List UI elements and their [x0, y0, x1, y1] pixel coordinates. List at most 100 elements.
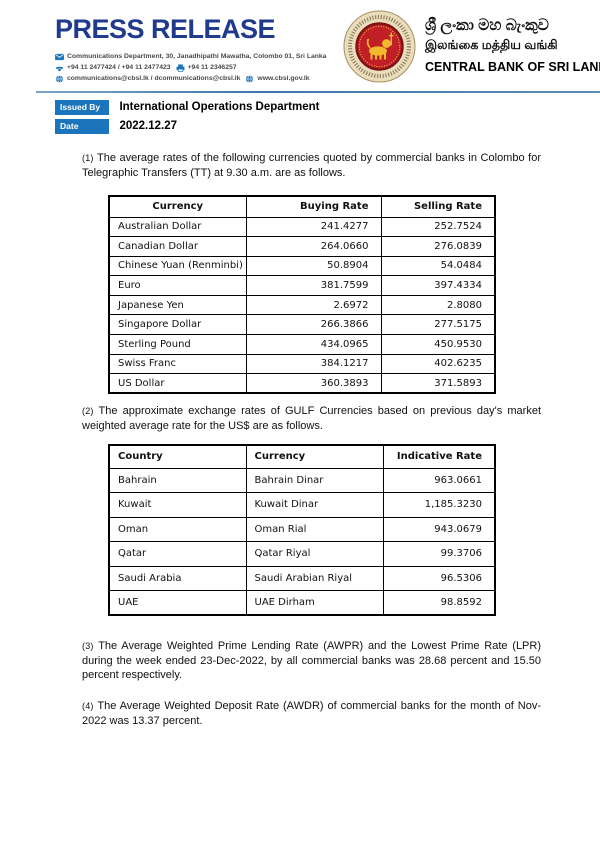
- indicative-rate: 98.8592: [382, 590, 496, 616]
- tt-header-buying-rate: Buying Rate: [245, 195, 382, 218]
- selling-rate: 277.5175: [380, 314, 496, 336]
- table-row: Swiss Franc 384.1217 402.6235: [108, 353, 496, 375]
- currency-name: Chinese Yuan (Renminbi): [108, 255, 247, 277]
- indicative-rate: 943.0679: [382, 516, 496, 542]
- currency-name: UAE Dirham: [245, 590, 384, 616]
- issued-by-row: Issued By International Operations Depar…: [55, 100, 319, 116]
- table-row: US Dollar 360.3893 371.5893: [108, 373, 496, 394]
- email-addresses: communications@cbsl.lk / dcommunications…: [67, 75, 241, 82]
- buying-rate: 241.4277: [245, 216, 382, 238]
- email-line: communications@cbsl.lk / dcommunications…: [55, 74, 326, 84]
- table-row: Kuwait Kuwait Dinar 1,185.3230: [108, 492, 496, 518]
- currency-name: Oman Rial: [245, 516, 384, 542]
- currency-name: Euro: [108, 275, 247, 296]
- currency-name: Canadian Dollar: [108, 236, 247, 257]
- buying-rate: 2.6972: [245, 294, 382, 316]
- buying-rate: 264.0660: [245, 236, 382, 257]
- table-row: Canadian Dollar 264.0660 276.0839: [108, 236, 496, 257]
- bank-name-english: CENTRAL BANK OF SRI LANKA: [425, 60, 600, 74]
- gulf-header-country: Country: [108, 444, 247, 469]
- address-line: Communications Department, 30, Janadhipa…: [55, 52, 326, 62]
- currency-name: Bahrain Dinar: [245, 467, 384, 493]
- gulf-header-row: Country Currency Indicative Rate: [108, 444, 496, 469]
- tt-header-row: Currency Buying Rate Selling Rate: [108, 195, 496, 218]
- table-row: Qatar Qatar Riyal 99.3706: [108, 541, 496, 567]
- page-title: PRESS RELEASE: [55, 14, 276, 44]
- buying-rate: 434.0965: [245, 334, 382, 355]
- paragraph-1-number: (1): [82, 153, 94, 163]
- currency-name: Swiss Franc: [108, 353, 247, 375]
- table-row: Australian Dollar 241.4277 252.7524: [108, 216, 496, 238]
- table-row: Singapore Dollar 266.3866 277.5175: [108, 314, 496, 336]
- paragraph-1-text: The average rates of the following curre…: [82, 152, 541, 179]
- fax-icon: [176, 64, 185, 72]
- tt-header-selling-rate: Selling Rate: [380, 195, 496, 218]
- paragraph-4: (4) The Average Weighted Deposit Rate (A…: [82, 699, 541, 728]
- tt-header-currency: Currency: [108, 195, 247, 218]
- date-row: Date 2022.12.27: [55, 119, 177, 135]
- currency-name: Japanese Yen: [108, 294, 247, 316]
- buying-rate: 50.8904: [245, 255, 382, 277]
- indicative-rate: 963.0661: [382, 467, 496, 493]
- cbsl-seal-logo: [343, 10, 416, 83]
- country-name: Kuwait: [108, 492, 247, 518]
- gulf-rates-table: Country Currency Indicative Rate Bahrain…: [108, 444, 496, 616]
- contact-block: Communications Department, 30, Janadhipa…: [55, 52, 326, 85]
- bank-name-tamil: இலங்கை மத்திய வங்கி: [425, 38, 558, 52]
- currency-name: Sterling Pound: [108, 334, 247, 355]
- buying-rate: 266.3866: [245, 314, 382, 336]
- selling-rate: 402.6235: [380, 353, 496, 375]
- envelope-icon: [55, 53, 64, 61]
- issued-by-badge: Issued By: [55, 100, 109, 115]
- indicative-rate: 99.3706: [382, 541, 496, 567]
- paragraph-3-text: The Average Weighted Prime Lending Rate …: [82, 640, 542, 681]
- country-name: Qatar: [108, 541, 247, 567]
- address-text: Communications Department, 30, Janadhipa…: [67, 53, 327, 60]
- country-name: Bahrain: [108, 467, 247, 493]
- currency-name: US Dollar: [108, 373, 247, 394]
- header-divider: [36, 91, 600, 93]
- currency-name: Australian Dollar: [108, 216, 247, 238]
- paragraph-3-number: (3): [82, 641, 94, 651]
- selling-rate: 252.7524: [380, 216, 496, 238]
- currency-name: Kuwait Dinar: [245, 492, 384, 518]
- paragraph-4-number: (4): [82, 701, 94, 711]
- country-name: UAE: [108, 590, 247, 616]
- phone-icon: [55, 66, 64, 72]
- table-row: Oman Oman Rial 943.0679: [108, 516, 496, 542]
- selling-rate: 54.0484: [380, 255, 496, 277]
- paragraph-4-text: The Average Weighted Deposit Rate (AWDR)…: [82, 700, 541, 727]
- currency-name: Saudi Arabian Riyal: [245, 565, 384, 591]
- indicative-rate: 1,185.3230: [382, 492, 496, 518]
- country-name: Oman: [108, 516, 247, 542]
- issued-by-value: International Operations Department: [119, 101, 320, 113]
- selling-rate: 450.9530: [380, 334, 496, 355]
- date-value: 2022.12.27: [119, 120, 178, 132]
- table-row: Chinese Yuan (Renminbi) 50.8904 54.0484: [108, 255, 496, 277]
- country-name: Saudi Arabia: [108, 565, 247, 591]
- lion-emblem: [366, 32, 394, 60]
- bank-name-block: ශ්‍රී ලංකා මහ බැංකුව இலங்கை மத்திய வங்கி…: [425, 15, 600, 76]
- paragraph-2: (2) The approximate exchange rates of GU…: [82, 404, 541, 433]
- phone-numbers: +94 11 2477424 / +94 11 2477423: [67, 64, 171, 71]
- selling-rate: 2.8080: [380, 294, 496, 316]
- selling-rate: 276.0839: [380, 236, 496, 257]
- buying-rate: 381.7599: [245, 275, 382, 296]
- table-row: Saudi Arabia Saudi Arabian Riyal 96.5306: [108, 565, 496, 591]
- phone-line: +94 11 2477424 / +94 11 2477423 +94 11 2…: [55, 63, 326, 73]
- indicative-rate: 96.5306: [382, 565, 496, 591]
- table-row: Euro 381.7599 397.4334: [108, 275, 496, 296]
- selling-rate: 397.4334: [380, 275, 496, 296]
- paragraph-2-text: The approximate exchange rates of GULF C…: [82, 405, 542, 432]
- date-badge: Date: [55, 119, 109, 134]
- paragraph-1: (1) The average rates of the following c…: [82, 151, 541, 180]
- gulf-header-indicative-rate: Indicative Rate: [382, 444, 496, 469]
- gulf-header-currency: Currency: [245, 444, 384, 469]
- fax-number: +94 11 2346257: [187, 64, 237, 71]
- globe-icon: [55, 75, 64, 83]
- buying-rate: 360.3893: [245, 373, 382, 394]
- website-url: www.cbsl.gov.lk: [257, 75, 310, 82]
- website-globe-icon: [246, 75, 254, 83]
- bank-name-sinhala: ශ්‍රී ලංකා මහ බැංකුව: [425, 17, 549, 34]
- paragraph-2-number: (2): [82, 406, 94, 416]
